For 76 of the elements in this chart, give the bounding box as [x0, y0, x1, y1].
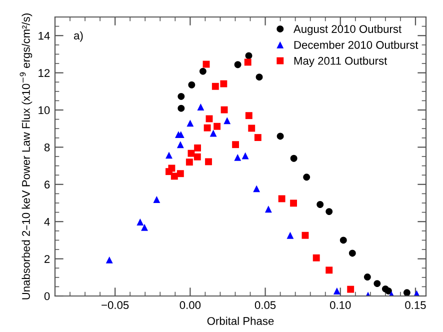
- point: [286, 232, 294, 239]
- x-tick-label: 0.10: [330, 301, 351, 310]
- point: [348, 250, 356, 257]
- point: [302, 232, 309, 239]
- point: [340, 236, 347, 244]
- point: [234, 61, 242, 68]
- point: [194, 153, 201, 160]
- point: [234, 154, 242, 161]
- y-tick-label: 14: [38, 32, 50, 40]
- point: [176, 170, 184, 178]
- point: [188, 81, 196, 88]
- x-tick-label: 0.15: [405, 301, 426, 310]
- point: [212, 82, 219, 90]
- point: [224, 117, 231, 124]
- point: [199, 68, 206, 75]
- point: [205, 158, 212, 166]
- point: [316, 201, 324, 208]
- point: [384, 288, 392, 294]
- y-tick-label: 4: [44, 218, 50, 226]
- point: [326, 266, 333, 274]
- point: [186, 158, 193, 166]
- point: [178, 104, 185, 112]
- point: [106, 256, 113, 264]
- point: [214, 122, 221, 130]
- point: [186, 120, 194, 127]
- point: [244, 58, 252, 66]
- point: [220, 80, 228, 88]
- point: [278, 195, 286, 202]
- point: [374, 280, 381, 288]
- point: [264, 206, 272, 213]
- point: [242, 152, 249, 160]
- x-tick-label: −0.05: [102, 301, 129, 310]
- x-axis-title: Orbital Phase: [207, 316, 274, 325]
- y-tick-label: 2: [44, 255, 50, 263]
- point: [290, 154, 298, 162]
- point: [166, 152, 172, 159]
- point: [170, 172, 178, 180]
- point: [245, 52, 252, 60]
- y-tick-label: 10: [38, 106, 50, 114]
- y-tick-label: 0: [44, 292, 50, 300]
- point: [178, 92, 185, 100]
- y-tick-label: 8: [44, 143, 50, 152]
- y-tick-label: 12: [38, 69, 50, 77]
- y-axis-title: Unabsorbed 2–10 keV Power Law Flux (x10$^{−9}$ ergs/cm²/s): [20, 14, 32, 300]
- point: [290, 200, 297, 207]
- x-tick-label: 0.05: [254, 301, 276, 310]
- point: [276, 132, 284, 140]
- point: [232, 141, 240, 148]
- point: [403, 289, 410, 296]
- annotation: a): [74, 31, 83, 42]
- point: [220, 106, 228, 114]
- point: [197, 104, 204, 110]
- legend-label: August 2010 Outburst: [294, 24, 402, 36]
- point: [254, 134, 262, 141]
- point: [312, 254, 320, 262]
- point: [168, 164, 176, 172]
- point: [364, 274, 371, 280]
- point: [303, 174, 310, 181]
- point: [256, 74, 263, 81]
- legend-label: December 2010 Outburst: [294, 40, 418, 49]
- point: [141, 224, 148, 231]
- point: [253, 185, 260, 192]
- point: [210, 130, 217, 137]
- point: [194, 144, 202, 152]
- point: [204, 124, 211, 132]
- point: [326, 208, 333, 216]
- legend-label: May 2011 Outburst: [294, 56, 388, 67]
- point: [333, 288, 340, 294]
- point: [347, 286, 354, 293]
- y-tick-label: 6: [44, 180, 50, 189]
- point: [136, 218, 144, 226]
- point: [176, 141, 184, 148]
- x-tick-label: 0.00: [180, 301, 201, 310]
- point: [153, 196, 160, 203]
- point: [245, 112, 252, 120]
- point: [248, 124, 256, 132]
